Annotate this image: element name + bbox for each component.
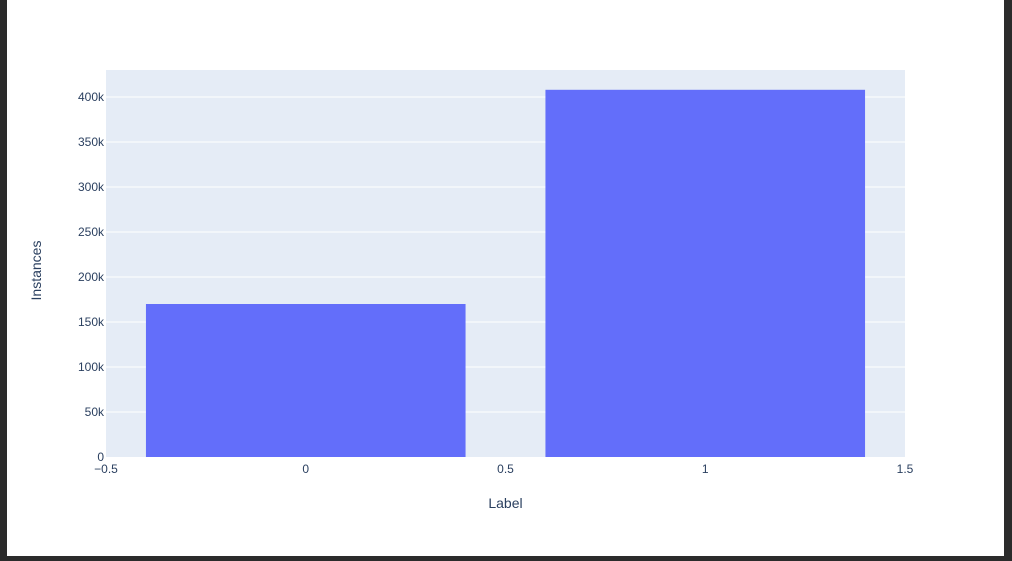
x-tick-label: 0 xyxy=(302,462,309,476)
y-tick-label: 350k xyxy=(78,135,105,149)
bars xyxy=(145,89,866,458)
y-tick-label: 250k xyxy=(78,225,105,239)
x-axis-title: Label xyxy=(488,495,522,511)
x-tick-label: 1.5 xyxy=(897,462,914,476)
bar-1[interactable] xyxy=(545,89,866,458)
x-axis-ticks: −0.5 0 0.5 1 1.5 xyxy=(94,462,914,476)
y-tick-label: 300k xyxy=(78,180,105,194)
bar-chart: −0.5 0 0.5 1 1.5 050k100k150k200k250k300k350… xyxy=(28,70,914,511)
y-axis-ticks: 0 50k 100k 150k 200k 250k 300k 350k 400k xyxy=(78,90,105,464)
y-tick-label: 50k xyxy=(85,405,105,419)
y-tick-label: 400k xyxy=(78,90,105,104)
chart-container: −0.5 0 0.5 1 1.5 0 50k 100k 150k 200k 250k 300k 350… xyxy=(7,0,1004,556)
x-tick-label: 1 xyxy=(702,462,709,476)
bar-0[interactable] xyxy=(145,304,466,457)
y-tick-label: 100k xyxy=(78,360,105,374)
y-tick-label: 0 xyxy=(97,450,104,464)
y-tick-label: 200k xyxy=(78,270,105,284)
x-tick-label: 0.5 xyxy=(497,462,514,476)
x-tick-label: −0.5 xyxy=(94,462,118,476)
y-tick-label: 150k xyxy=(78,315,105,329)
y-axis-title: Instances xyxy=(28,241,44,301)
